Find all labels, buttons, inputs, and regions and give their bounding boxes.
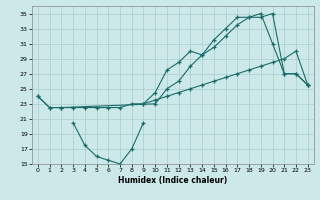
X-axis label: Humidex (Indice chaleur): Humidex (Indice chaleur)	[118, 176, 228, 185]
